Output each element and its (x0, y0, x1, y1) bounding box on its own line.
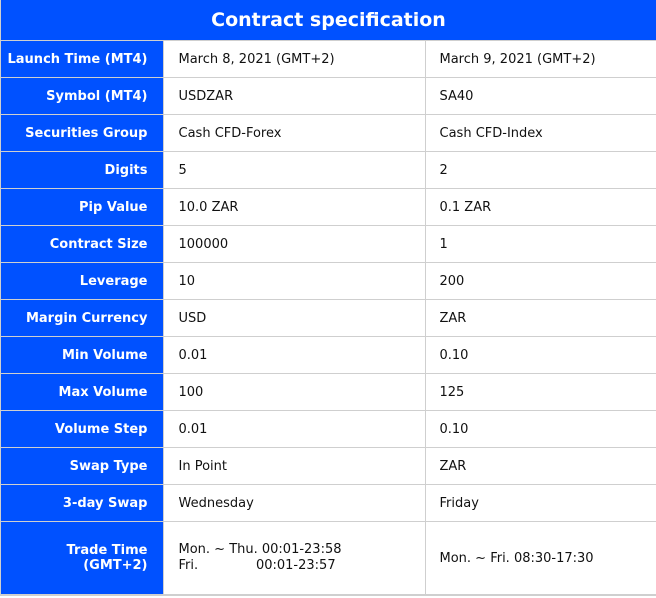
cell-col1: 0.01 (162, 336, 426, 374)
cell-col2: Friday (424, 484, 656, 522)
table-row-trade-time: Trade Time (GMT+2) Mon. ~ Thu. 00:01-23:… (1, 521, 656, 595)
cell-col2: 2 (424, 151, 656, 189)
cell-col1: March 8, 2021 (GMT+2) (162, 41, 426, 78)
table-row: Digits 5 2 (1, 151, 656, 189)
contract-spec-table: Launch Time (MT4) March 8, 2021 (GMT+2) Ma… (1, 41, 656, 595)
row-label: Launch Time (MT4) (1, 41, 164, 78)
cell-col1: Cash CFD-Forex (162, 114, 426, 152)
cell-col1: In Point (162, 447, 426, 485)
row-label: Securities Group (1, 114, 164, 152)
row-label: Digits (1, 151, 164, 189)
table-row: Max Volume 100 125 (1, 373, 656, 411)
cell-col1: 100 (162, 373, 426, 411)
table-title: Contract specification (1, 0, 656, 41)
row-label: Swap Type (1, 447, 164, 485)
cell-col2: 0.10 (424, 410, 656, 448)
cell-col1: 100000 (162, 225, 426, 263)
cell-col2: SA40 (424, 77, 656, 115)
cell-col1: Mon. ~ Thu. 00:01-23:58 Fri. 00:01-23:57 (162, 521, 426, 595)
cell-col1: Wednesday (162, 484, 426, 522)
table-row: Symbol (MT4) USDZAR SA40 (1, 77, 656, 115)
row-label: Max Volume (1, 373, 164, 411)
table-row: Contract Size 100000 1 (1, 225, 656, 263)
cell-col1: USD (162, 299, 426, 337)
row-label: Leverage (1, 262, 164, 300)
cell-col2: 0.10 (424, 336, 656, 374)
cell-col2: Cash CFD-Index (424, 114, 656, 152)
trade-time-line-2: Fri. 00:01-23:57 (178, 558, 336, 573)
row-label: Volume Step (1, 410, 164, 448)
cell-col1: 10 (162, 262, 426, 300)
cell-col2: March 9, 2021 (GMT+2) (424, 41, 656, 78)
table-row: Securities Group Cash CFD-Forex Cash CFD-I… (1, 114, 656, 152)
cell-col1: 5 (162, 151, 426, 189)
cell-col1: 10.0 ZAR (162, 188, 426, 226)
cell-col2: 0.1 ZAR (424, 188, 656, 226)
cell-col2: 1 (424, 225, 656, 263)
row-label: Symbol (MT4) (1, 77, 164, 115)
row-label: Contract Size (1, 225, 164, 263)
table-row: 3-day Swap Wednesday Friday (1, 484, 656, 522)
table-row: Launch Time (MT4) March 8, 2021 (GMT+2) Ma… (1, 41, 656, 78)
row-label: Trade Time (GMT+2) (1, 521, 164, 595)
table-row: Volume Step 0.01 0.10 (1, 410, 656, 448)
row-label: Min Volume (1, 336, 164, 374)
table-row: Leverage 10 200 (1, 262, 656, 300)
trade-time-line-1: Mon. ~ Thu. 00:01-23:58 (178, 542, 342, 557)
cell-col2: ZAR (424, 447, 656, 485)
cell-col1: USDZAR (162, 77, 426, 115)
table-row: Margin Currency USD ZAR (1, 299, 656, 337)
cell-col2: 200 (424, 262, 656, 300)
cell-col1: 0.01 (162, 410, 426, 448)
cell-col2: 125 (424, 373, 656, 411)
table-row: Swap Type In Point ZAR (1, 447, 656, 485)
table-row: Min Volume 0.01 0.10 (1, 336, 656, 374)
row-label: 3-day Swap (1, 484, 164, 522)
row-label: Margin Currency (1, 299, 164, 337)
cell-col2: ZAR (424, 299, 656, 337)
cell-col2: Mon. ~ Fri. 08:30-17:30 (424, 521, 656, 595)
row-label: Pip Value (1, 188, 164, 226)
table-row: Pip Value 10.0 ZAR 0.1 ZAR (1, 188, 656, 226)
